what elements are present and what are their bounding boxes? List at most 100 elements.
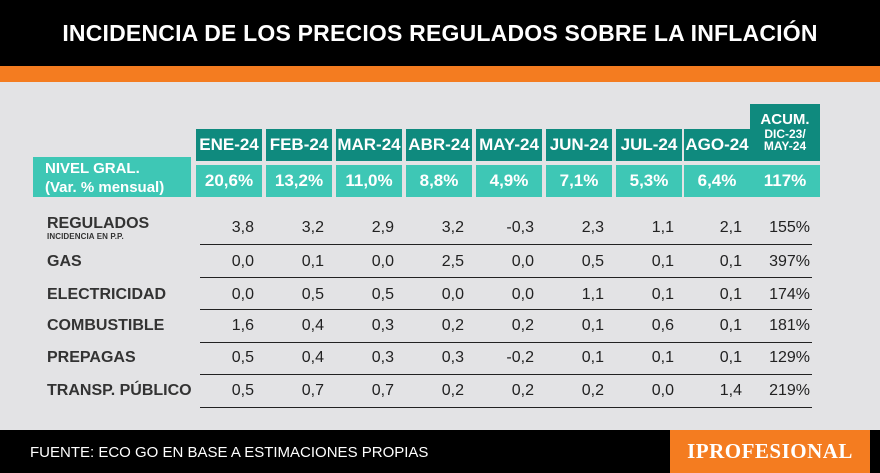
month-header: JUN-24 xyxy=(546,129,612,161)
row-label: GAS xyxy=(47,248,82,276)
nivel-value: 5,3% xyxy=(616,165,682,197)
table-cell: 0,1 xyxy=(719,317,742,334)
table-cell: 3,2 xyxy=(441,219,464,236)
table-cell: 0,3 xyxy=(371,317,394,334)
acum-header-line3: MAY-24 xyxy=(763,139,807,154)
table-cell: 0,1 xyxy=(581,317,604,334)
table-cell: 0,2 xyxy=(511,382,534,399)
acum-cell: 129% xyxy=(769,349,810,366)
month-header: ABR-24 xyxy=(406,129,472,161)
table-cell: 0,1 xyxy=(651,286,674,303)
table-cell: 2,3 xyxy=(581,219,604,236)
table-cell: 2,9 xyxy=(371,219,394,236)
table-cell: 0,1 xyxy=(581,349,604,366)
acum-cell: 219% xyxy=(769,382,810,399)
table-cell: 0,5 xyxy=(231,382,254,399)
table-cell: 0,1 xyxy=(719,286,742,303)
table-cell: 2,5 xyxy=(441,253,464,270)
row-divider xyxy=(200,407,812,408)
nivel-acum-value: 117% xyxy=(750,165,820,197)
table-cell: 0,5 xyxy=(581,253,604,270)
table-cell: 1,1 xyxy=(651,219,674,236)
row-divider xyxy=(200,374,812,375)
table-cell: 0,7 xyxy=(371,382,394,399)
row-label: ELECTRICIDAD xyxy=(47,281,166,309)
nivel-value: 6,4% xyxy=(684,165,750,197)
acum-header-line2: DIC-23/ xyxy=(764,126,806,141)
row-label-text: GAS xyxy=(47,253,82,270)
table-cell: 0,2 xyxy=(581,382,604,399)
table-cell: -0,3 xyxy=(506,219,534,236)
nivel-value: 20,6% xyxy=(196,165,262,197)
row-label-text: PREPAGAS xyxy=(47,349,136,366)
table-cell: 0,0 xyxy=(231,286,254,303)
table-cell: 0,2 xyxy=(441,382,464,399)
nivel-label-line2: (Var. % mensual) xyxy=(45,179,165,196)
table-cell: 0,6 xyxy=(651,317,674,334)
table-cell: 0,2 xyxy=(511,317,534,334)
table-cell: 0,0 xyxy=(651,382,674,399)
table-cell: 2,1 xyxy=(719,219,742,236)
acum-header-line1: ACUM. xyxy=(760,111,810,129)
month-header: FEB-24 xyxy=(266,129,332,161)
month-header: AGO-24 xyxy=(684,129,750,161)
row-label-text: REGULADOS xyxy=(47,215,150,232)
acum-header: ACUM. DIC-23/MAY-24 xyxy=(750,104,820,161)
row-label: TRANSP. PÚBLICO xyxy=(47,377,192,405)
month-header: MAR-24 xyxy=(336,129,402,161)
table-cell: 0,0 xyxy=(371,253,394,270)
table-cell: 0,4 xyxy=(301,317,324,334)
table-cell: 0,1 xyxy=(651,253,674,270)
source-note: FUENTE: ECO GO EN BASE A ESTIMACIONES PR… xyxy=(30,444,429,461)
table-cell: 1,6 xyxy=(231,317,254,334)
table-cell: 0,0 xyxy=(231,253,254,270)
table-cell: 0,3 xyxy=(441,349,464,366)
table-cell: -0,2 xyxy=(506,349,534,366)
nivel-value: 8,8% xyxy=(406,165,472,197)
nivel-label: NIVEL GRAL. (Var. % mensual) xyxy=(33,157,191,197)
row-divider xyxy=(200,309,812,310)
table-cell: 3,8 xyxy=(231,219,254,236)
acum-cell: 174% xyxy=(769,286,810,303)
row-divider xyxy=(200,244,812,245)
table-cell: 0,1 xyxy=(651,349,674,366)
row-label-text: COMBUSTIBLE xyxy=(47,317,165,334)
table-cell: 0,5 xyxy=(371,286,394,303)
acum-cell: 397% xyxy=(769,253,810,270)
month-header: MAY-24 xyxy=(476,129,542,161)
nivel-value: 11,0% xyxy=(336,165,402,197)
row-label-text: ELECTRICIDAD xyxy=(47,286,167,303)
acum-cell: 181% xyxy=(769,317,810,334)
month-header: JUL-24 xyxy=(616,129,682,161)
acum-cell: 155% xyxy=(769,219,810,236)
row-divider xyxy=(200,277,812,278)
nivel-value: 7,1% xyxy=(546,165,612,197)
table-cell: 0,1 xyxy=(301,253,324,270)
row-divider xyxy=(200,342,812,343)
row-label: COMBUSTIBLE xyxy=(47,312,164,340)
table-cell: 0,0 xyxy=(511,253,534,270)
nivel-label-line1: NIVEL GRAL. xyxy=(45,160,140,177)
table-cell: 0,0 xyxy=(511,286,534,303)
table-cell: 0,2 xyxy=(441,317,464,334)
month-header: ENE-24 xyxy=(196,129,262,161)
table-cell: 1,4 xyxy=(719,382,742,399)
table-cell: 0,4 xyxy=(301,349,324,366)
page-title: INCIDENCIA DE LOS PRECIOS REGULADOS SOBR… xyxy=(0,0,880,66)
table-cell: 0,5 xyxy=(301,286,324,303)
row-sublabel: INCIDENCIA EN P.P. xyxy=(47,232,124,241)
table-cell: 0,1 xyxy=(719,253,742,270)
brand-logo: IPROFESIONAL xyxy=(670,430,870,473)
table-cell: 0,1 xyxy=(719,349,742,366)
row-label: PREPAGAS xyxy=(47,344,136,372)
table-cell: 0,0 xyxy=(441,286,464,303)
table-cell: 0,3 xyxy=(371,349,394,366)
table-cell: 3,2 xyxy=(301,219,324,236)
row-label: REGULADOS INCIDENCIA EN P.P. xyxy=(47,214,149,242)
table-cell: 0,5 xyxy=(231,349,254,366)
table-cell: 1,1 xyxy=(581,286,604,303)
row-label-text: TRANSP. PÚBLICO xyxy=(47,382,192,399)
accent-band xyxy=(0,66,880,82)
nivel-value: 4,9% xyxy=(476,165,542,197)
table-cell: 0,7 xyxy=(301,382,324,399)
